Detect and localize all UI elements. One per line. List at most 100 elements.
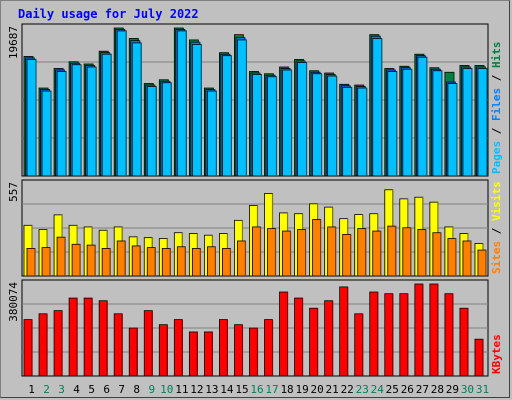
bar-kbytes	[23, 319, 33, 377]
x-tick-label: 9	[148, 383, 155, 396]
bar-pages	[101, 53, 112, 177]
bar-pages	[206, 90, 217, 177]
bar-kbytes	[429, 283, 439, 377]
right-series-label: Sites / Visits	[490, 181, 503, 274]
x-tick-label: 15	[235, 383, 248, 396]
x-tick-label: 13	[205, 383, 218, 396]
bar-pages	[327, 75, 338, 177]
bar-sites	[357, 228, 367, 277]
bar-kbytes	[459, 307, 469, 377]
bar-pages	[222, 55, 232, 177]
y-max-label: 380074	[7, 282, 20, 322]
bar-kbytes	[354, 313, 364, 377]
right-label-part: Sites	[490, 241, 503, 274]
x-tick-label: 8	[133, 383, 140, 396]
y-max-label: 557	[7, 182, 20, 202]
bar-kbytes	[173, 319, 183, 377]
bar-pages	[372, 38, 383, 177]
bar-pages	[267, 76, 277, 177]
bar-kbytes	[38, 313, 48, 377]
x-axis-labels: 1 2 3 4 5 6 7 8 9 10 11 12 13 14 15 16 17 18 19 20 21 22 23 24 2…	[28, 383, 489, 396]
bar-pages	[357, 87, 368, 177]
bar-kbytes	[188, 331, 198, 377]
chart-panels: 19687 Pages / Files / Hits 557 Sites / Visi…	[7, 23, 503, 377]
bar-kbytes	[294, 297, 303, 377]
x-tick-label: 10	[160, 383, 173, 396]
x-tick-label: 5	[88, 383, 95, 396]
x-tick-label: 1	[28, 383, 35, 396]
x-tick-label: 3	[58, 383, 65, 396]
bar-sites	[191, 248, 201, 277]
bar-sites	[56, 236, 66, 277]
x-tick-label: 4	[73, 383, 80, 396]
bar-sites	[101, 248, 111, 277]
bar-sites	[447, 238, 457, 277]
bar-sites	[116, 240, 126, 277]
bar-pages	[146, 86, 157, 177]
bar-sites	[327, 226, 337, 277]
bar-sites	[387, 225, 397, 277]
bar-sites	[222, 248, 231, 277]
bar-pages	[26, 59, 37, 177]
x-tick-label: 30	[461, 383, 474, 396]
bar-kbytes	[68, 297, 78, 377]
bar-kbytes	[339, 286, 349, 377]
bar-pages	[462, 68, 473, 177]
bar-sites	[267, 228, 276, 277]
bar-sites	[372, 230, 382, 277]
bar-sites	[402, 227, 412, 277]
x-tick-label: 27	[416, 383, 429, 396]
bar-sites	[342, 233, 352, 277]
bar-pages	[402, 68, 413, 177]
bar-kbytes	[128, 327, 138, 377]
bar-pages	[417, 56, 428, 177]
bar-sites	[161, 248, 171, 277]
bar-sites	[146, 247, 156, 277]
x-tick-label: 24	[371, 383, 385, 396]
right-label-part: /	[490, 68, 503, 88]
x-tick-label: 23	[356, 383, 369, 396]
x-tick-label: 16	[250, 383, 263, 396]
bar-kbytes	[249, 327, 258, 377]
bar-kbytes	[219, 319, 228, 377]
bar-kbytes	[324, 300, 334, 377]
x-tick-label: 6	[103, 383, 110, 396]
bar-sites	[131, 245, 141, 277]
bar-pages	[161, 82, 172, 177]
bar-pages	[191, 44, 202, 177]
x-tick-label: 21	[326, 383, 339, 396]
bar-pages	[131, 42, 142, 177]
bar-pages	[387, 71, 398, 177]
panel-hits-files-pages: 19687 Pages / Files / Hits	[7, 23, 503, 177]
x-tick-label: 14	[220, 383, 234, 396]
right-label-part: /	[490, 221, 503, 241]
bar-kbytes	[309, 307, 319, 377]
x-tick-label: 19	[295, 383, 308, 396]
bar-pages	[447, 83, 458, 177]
bar-pages	[86, 66, 97, 177]
bar-kbytes	[369, 291, 379, 377]
bar-sites	[41, 247, 51, 277]
panel-kbytes: 380074 KBytes	[7, 279, 503, 377]
x-tick-label: 20	[311, 383, 324, 396]
bar-sites	[176, 246, 186, 277]
right-label-part: Files	[490, 88, 503, 121]
bar-kbytes	[113, 313, 123, 377]
bar-pages	[56, 71, 67, 177]
bar-pages	[116, 30, 127, 177]
bar-sites	[237, 240, 246, 277]
bar-kbytes	[143, 310, 153, 377]
x-tick-label: 11	[175, 383, 188, 396]
x-tick-label: 18	[280, 383, 293, 396]
bar-kbytes	[203, 331, 213, 377]
x-tick-label: 7	[118, 383, 125, 396]
bar-sites	[432, 232, 442, 277]
bar-sites	[26, 248, 36, 277]
x-tick-label: 22	[341, 383, 354, 396]
bar-kbytes	[444, 293, 454, 377]
panel-visits-sites: 557 Sites / Visits	[7, 179, 503, 277]
bar-sites	[312, 219, 322, 277]
bar-pages	[282, 69, 292, 177]
